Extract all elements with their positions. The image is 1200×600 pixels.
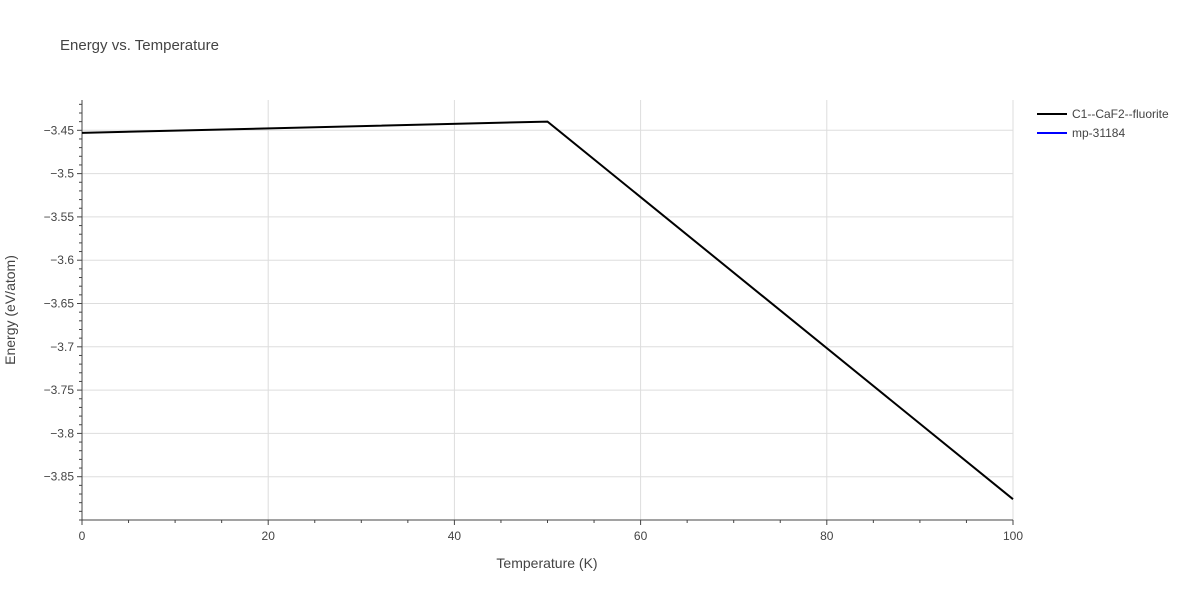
y-tick-label: −3.45	[44, 123, 75, 137]
legend-item[interactable]: mp-31184	[1037, 126, 1125, 140]
legend-label: mp-31184	[1072, 126, 1125, 140]
x-tick-label: 0	[79, 529, 86, 543]
y-tick-label: −3.6	[50, 253, 74, 267]
y-tick-label: −3.5	[50, 167, 74, 181]
x-tick-label: 80	[820, 529, 834, 543]
x-tick-label: 100	[1003, 529, 1023, 543]
x-axis-title: Temperature (K)	[496, 555, 597, 571]
grid-layer	[82, 100, 1014, 520]
y-axis-title: Energy (eV/atom)	[2, 255, 18, 365]
series-layer	[81, 120, 1014, 500]
legend-label: C1--CaF2--fluorite	[1072, 107, 1169, 121]
chart-title: Energy vs. Temperature	[60, 37, 219, 54]
series-line-0	[81, 120, 1014, 500]
x-tick-label: 60	[634, 529, 648, 543]
y-tick-label: −3.75	[44, 383, 75, 397]
x-tick-label: 20	[262, 529, 276, 543]
legend-item[interactable]: C1--CaF2--fluorite	[1037, 107, 1169, 121]
y-tick-label: −3.7	[50, 340, 74, 354]
y-tick-label: −3.8	[50, 426, 74, 440]
axis-layer: 0 20 40 60 80 100 −3.45 −3.5 −3.55 −3.6 −3.65 −3.7 −…	[44, 100, 1023, 543]
x-tick-label: 40	[448, 529, 462, 543]
y-tick-label: −3.55	[44, 210, 75, 224]
legend[interactable]: C1--CaF2--fluorite mp-31184	[1037, 107, 1169, 140]
y-tick-label: −3.65	[44, 297, 75, 311]
y-tick-label: −3.85	[44, 470, 75, 484]
